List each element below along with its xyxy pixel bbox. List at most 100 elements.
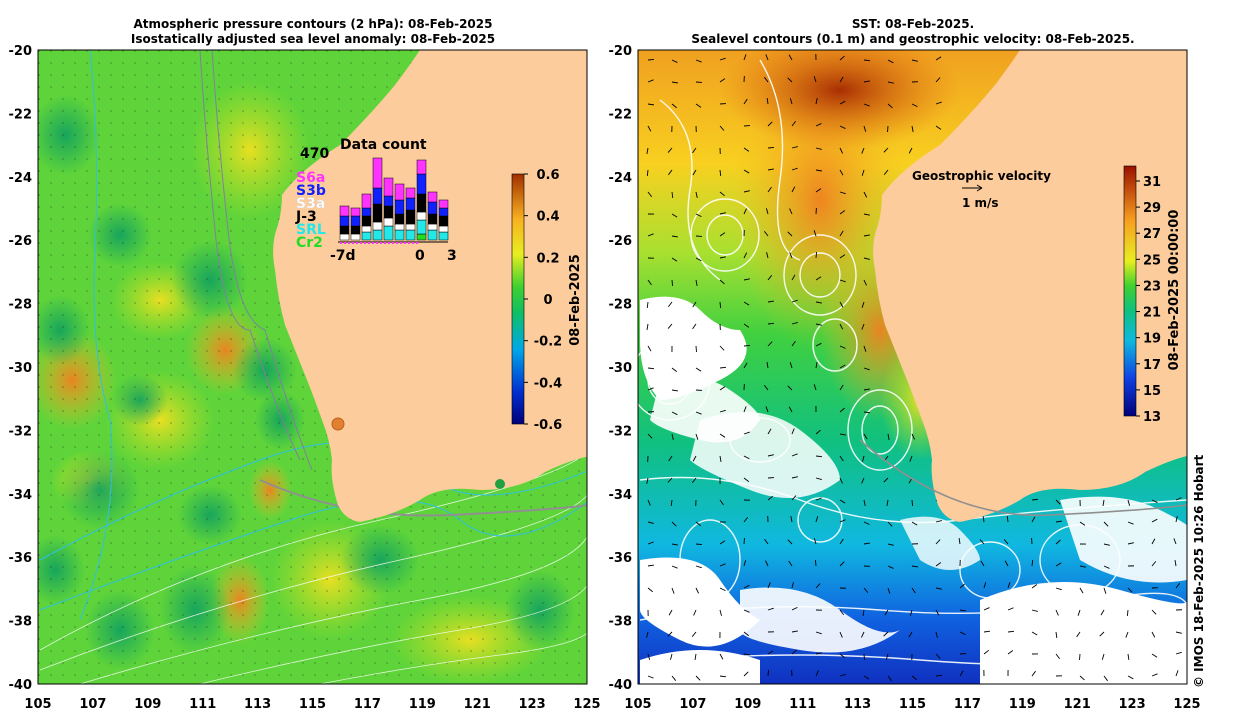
data-count-bar-segment bbox=[361, 225, 372, 233]
lon-tick-label: 115 bbox=[299, 697, 326, 712]
velocity-vector bbox=[767, 186, 772, 193]
velocity-vector bbox=[719, 78, 726, 83]
velocity-vector bbox=[647, 433, 653, 439]
velocity-vector bbox=[647, 125, 652, 132]
sst-tick-label: 25 bbox=[1143, 253, 1161, 268]
velocity-vector bbox=[862, 455, 865, 462]
right-bathymetry bbox=[859, 439, 1187, 517]
lon-tick-label: 121 bbox=[464, 697, 491, 712]
velocity-vector bbox=[743, 631, 749, 637]
velocity-vector bbox=[692, 147, 697, 154]
velocity-vector bbox=[671, 389, 678, 392]
lat-tick-label: -30 bbox=[609, 361, 633, 376]
velocity-vector bbox=[911, 103, 918, 108]
velocity-vector bbox=[719, 212, 726, 215]
lat-tick-label: -38 bbox=[9, 615, 33, 630]
velocity-vector bbox=[647, 345, 652, 352]
velocity-vector bbox=[887, 675, 892, 682]
velocity-vector bbox=[695, 521, 701, 527]
sla-tick-label: 0.4 bbox=[536, 210, 559, 225]
data-count-bar-segment bbox=[339, 225, 350, 235]
velocity-vector bbox=[815, 670, 819, 677]
velocity-vector bbox=[1103, 565, 1110, 569]
velocity-vector bbox=[646, 631, 649, 638]
velocity-vector bbox=[668, 169, 673, 176]
velocity-vector bbox=[839, 519, 846, 523]
velocity-vector bbox=[767, 322, 775, 325]
velocity-vector bbox=[863, 125, 867, 132]
velocity-vector bbox=[1103, 675, 1108, 682]
velocity-vector bbox=[887, 433, 890, 440]
velocity-vector bbox=[671, 279, 673, 287]
velocity-vector bbox=[791, 606, 798, 611]
velocity-vector bbox=[983, 649, 990, 655]
lat-tick-label: -24 bbox=[609, 171, 633, 186]
imos-credit: © IMOS 18-Feb-2025 10:26 Hobart bbox=[1192, 454, 1206, 688]
velocity-vector bbox=[791, 495, 797, 501]
velocity-vector bbox=[863, 191, 868, 198]
lat-tick-label: -22 bbox=[9, 107, 33, 122]
velocity-vector bbox=[787, 539, 793, 545]
velocity-vector bbox=[692, 455, 697, 462]
satellite-legend-s6a: S6a bbox=[296, 170, 325, 186]
velocity-vector bbox=[1175, 516, 1178, 523]
velocity-vector bbox=[935, 562, 942, 567]
velocity-vector bbox=[743, 671, 749, 677]
data-count-bar-segment bbox=[427, 213, 438, 225]
velocity-vector bbox=[815, 652, 822, 655]
velocity-vector bbox=[815, 362, 818, 369]
velocity-vector bbox=[667, 147, 673, 153]
velocity-vector bbox=[839, 147, 844, 154]
data-count-bar-segment bbox=[372, 187, 383, 205]
lat-tick-label: -30 bbox=[9, 361, 33, 376]
data-count-bar-segment bbox=[350, 225, 361, 235]
data-count-bar-segment bbox=[350, 207, 361, 217]
velocity-vector bbox=[839, 55, 845, 61]
sst-tick-label: 21 bbox=[1143, 306, 1161, 321]
velocity-vector bbox=[863, 587, 869, 593]
velocity-vector bbox=[863, 59, 871, 62]
velocity-vector bbox=[1079, 565, 1086, 568]
velocity-vector bbox=[862, 609, 865, 616]
velocity-vector bbox=[839, 301, 844, 308]
data-count-bar-segment bbox=[394, 199, 405, 215]
sst-tick-label: 13 bbox=[1143, 410, 1161, 425]
data-count-bar-segment bbox=[383, 225, 394, 241]
data-count-bar-segment bbox=[438, 231, 449, 241]
velocity-vector bbox=[764, 76, 769, 83]
lon-tick-label: 125 bbox=[1173, 697, 1200, 712]
velocity-vector bbox=[719, 609, 722, 616]
velocity-vector bbox=[743, 406, 747, 413]
velocity-vector bbox=[883, 477, 889, 483]
lat-tick-label: -20 bbox=[609, 44, 633, 59]
velocity-vector bbox=[791, 582, 794, 589]
geostrophic-vectors bbox=[646, 53, 1183, 682]
velocity-vector bbox=[911, 587, 916, 594]
velocity-vector bbox=[863, 499, 866, 506]
velocity-vector bbox=[719, 563, 726, 567]
left-title-line1: Atmospheric pressure contours (2 hPa): 0… bbox=[133, 17, 493, 31]
velocity-vector bbox=[982, 515, 985, 523]
velocity-vector bbox=[863, 257, 870, 260]
velocity-vector bbox=[1175, 583, 1181, 589]
velocity-vector bbox=[863, 367, 870, 371]
velocity-vector bbox=[863, 80, 870, 83]
velocity-vector bbox=[839, 384, 844, 391]
velocity-vector bbox=[791, 453, 798, 457]
australia-landmass bbox=[273, 50, 587, 522]
velocity-vector bbox=[695, 675, 701, 681]
velocity-vector bbox=[1102, 499, 1105, 506]
data-count-bar-segment bbox=[383, 195, 394, 207]
velocity-vector bbox=[1126, 609, 1129, 617]
velocity-vector bbox=[1099, 631, 1105, 637]
velocity-vector bbox=[980, 560, 985, 567]
right-map-frame bbox=[637, 49, 1188, 685]
velocity-vector bbox=[815, 455, 823, 458]
velocity-vector bbox=[1079, 587, 1084, 594]
lon-tick-label: 115 bbox=[899, 697, 926, 712]
velocity-vector bbox=[839, 477, 843, 484]
data-count-bar-segment bbox=[339, 233, 350, 241]
velocity-vector bbox=[839, 125, 846, 129]
velocity-vector bbox=[1031, 631, 1038, 636]
velocity-vector bbox=[671, 257, 678, 262]
